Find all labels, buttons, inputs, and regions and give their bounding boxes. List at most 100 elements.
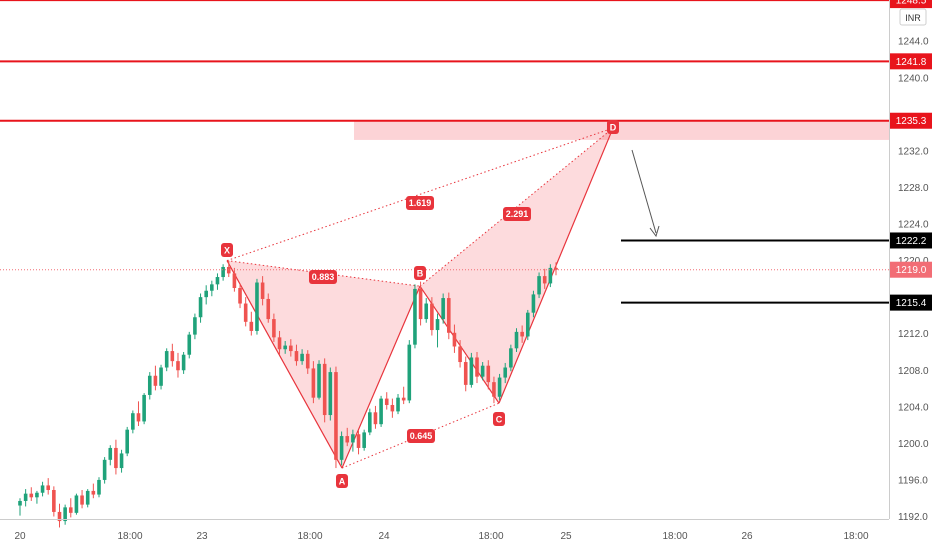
price-tag: 1248.5 bbox=[890, 0, 932, 9]
price-tag-label: 1241.8 bbox=[896, 57, 927, 68]
candle bbox=[18, 498, 22, 516]
candle-body bbox=[260, 282, 265, 299]
candle bbox=[153, 365, 158, 391]
ratio-label: 1.619 bbox=[406, 196, 434, 210]
svg-text:1.619: 1.619 bbox=[409, 198, 432, 208]
candle bbox=[232, 267, 237, 292]
candle-body bbox=[554, 267, 558, 270]
candle bbox=[300, 349, 304, 365]
y-tick-label: 1228.0 bbox=[898, 183, 929, 194]
candle-body bbox=[537, 276, 541, 295]
reversal-zone bbox=[354, 120, 889, 140]
bcd-triangle bbox=[420, 128, 613, 404]
candle-body bbox=[289, 345, 293, 352]
candle bbox=[328, 367, 333, 421]
price-tag-label: 1235.3 bbox=[896, 116, 927, 127]
pattern-point-a: A bbox=[336, 474, 348, 488]
candle-body bbox=[317, 363, 321, 398]
candle-body bbox=[548, 267, 553, 284]
candle-body bbox=[407, 344, 412, 401]
candle bbox=[514, 328, 519, 352]
candle bbox=[531, 290, 536, 318]
candle bbox=[198, 293, 203, 323]
candle-body bbox=[305, 353, 310, 369]
candle-body bbox=[266, 298, 271, 320]
candle bbox=[35, 490, 39, 504]
projection-arrowhead bbox=[649, 225, 660, 238]
candle-body bbox=[542, 276, 547, 284]
pattern-leg bbox=[341, 285, 421, 469]
x-tick-label: 18:00 bbox=[297, 531, 322, 542]
candle bbox=[413, 284, 417, 349]
candle-body bbox=[458, 346, 462, 363]
candle bbox=[418, 281, 423, 326]
price-tag-label: 1248.5 bbox=[896, 0, 927, 7]
candle bbox=[401, 386, 406, 405]
candle bbox=[23, 489, 28, 507]
candle-body bbox=[68, 507, 73, 513]
candle bbox=[114, 439, 118, 475]
y-tick-label: 1244.0 bbox=[898, 37, 929, 48]
candle-body bbox=[136, 413, 141, 422]
x-tick-label: 25 bbox=[560, 531, 572, 542]
candle bbox=[435, 313, 440, 348]
candle bbox=[52, 486, 56, 517]
candle-body bbox=[334, 372, 338, 460]
ratio-label: 0.883 bbox=[309, 270, 337, 284]
candle-body bbox=[418, 288, 423, 320]
candle-body bbox=[300, 353, 304, 362]
candle-body bbox=[131, 413, 135, 430]
candle bbox=[486, 360, 491, 390]
candle-body bbox=[294, 351, 299, 362]
candle bbox=[221, 264, 225, 281]
candle bbox=[447, 292, 451, 340]
candle bbox=[136, 401, 141, 427]
projection-arrow bbox=[631, 149, 657, 234]
candle bbox=[68, 498, 73, 518]
candle bbox=[187, 331, 192, 359]
candle bbox=[492, 376, 496, 404]
candle-body bbox=[147, 375, 152, 395]
candle-body bbox=[396, 397, 400, 412]
candle-body bbox=[85, 490, 90, 505]
candle-body bbox=[18, 500, 22, 506]
candle-body bbox=[74, 495, 79, 513]
candle-body bbox=[52, 489, 56, 512]
currency-label: INR bbox=[905, 13, 921, 23]
candle-body bbox=[345, 436, 350, 443]
candle bbox=[102, 457, 107, 484]
candle bbox=[480, 362, 485, 381]
candle bbox=[289, 339, 293, 357]
candle bbox=[277, 330, 282, 355]
svg-text:D: D bbox=[610, 122, 617, 132]
candle bbox=[430, 297, 434, 336]
y-tick-label: 1220.0 bbox=[898, 256, 929, 267]
candle bbox=[463, 356, 468, 392]
candle bbox=[85, 489, 90, 508]
candle bbox=[305, 350, 310, 374]
candle-body bbox=[401, 397, 406, 401]
candle-body bbox=[170, 351, 175, 362]
currency-badge[interactable] bbox=[899, 8, 927, 26]
price-tag: 1241.8 bbox=[890, 53, 932, 70]
x-tick-label: 23 bbox=[196, 531, 208, 542]
candle-body bbox=[210, 284, 214, 291]
candle bbox=[170, 343, 175, 367]
candle-body bbox=[125, 429, 129, 454]
candle-body bbox=[430, 303, 434, 331]
pattern-point-x: X bbox=[221, 243, 233, 257]
candle-body bbox=[153, 375, 158, 386]
y-tick-label: 1240.0 bbox=[898, 73, 929, 84]
candle bbox=[255, 278, 259, 335]
candle bbox=[317, 360, 321, 400]
candle-body bbox=[435, 319, 440, 331]
candle-body bbox=[351, 434, 355, 443]
candle bbox=[424, 298, 429, 323]
candle bbox=[125, 426, 129, 457]
candle-body bbox=[362, 432, 366, 448]
candle-body bbox=[272, 319, 276, 338]
candle bbox=[249, 311, 254, 336]
candle bbox=[475, 351, 479, 384]
candle bbox=[159, 364, 163, 390]
